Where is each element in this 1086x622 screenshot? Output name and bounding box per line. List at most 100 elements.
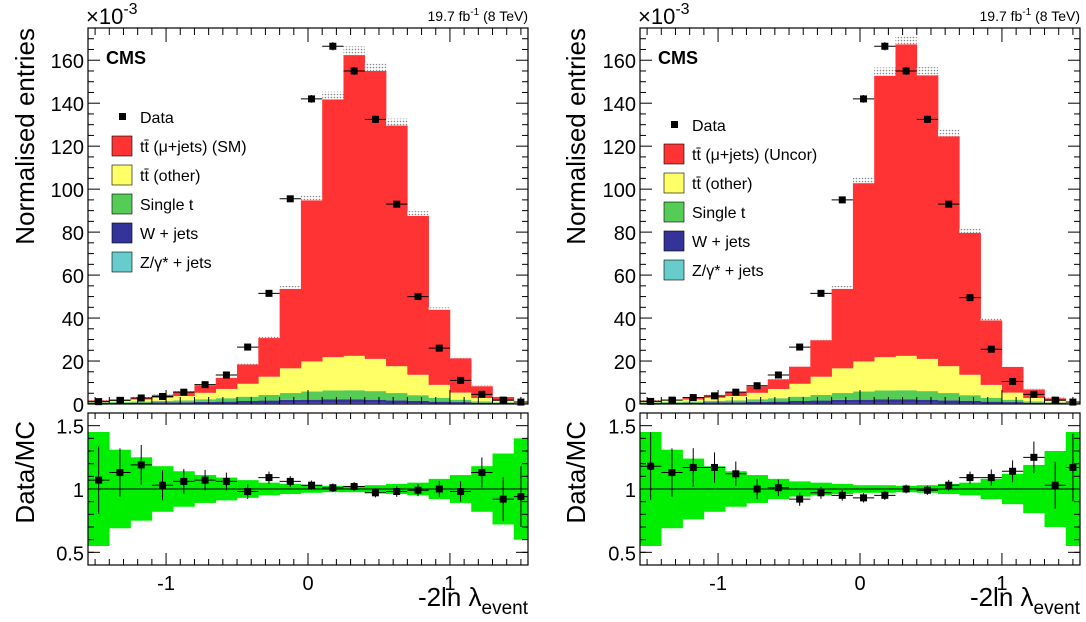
stack-bar: [852, 391, 875, 400]
legend-swatch: [111, 135, 133, 157]
stack-bar: [810, 400, 832, 404]
series-1: [640, 399, 1081, 404]
y-tick-label: 100: [51, 180, 84, 202]
y-axis-label: Normalised entries: [10, 28, 40, 245]
lumi-exp: -1: [1022, 7, 1031, 18]
stack-bar: [1001, 402, 1024, 404]
stack-bar: [959, 395, 981, 401]
lumi-value: 19.7 fb: [980, 8, 1023, 24]
data-points: [88, 42, 528, 406]
x-axis-label: -2ln λevent: [970, 582, 1081, 619]
data-point: [393, 200, 401, 208]
stack-bar: [831, 288, 854, 369]
x-axis-label: -2ln λevent: [418, 582, 529, 619]
lumi-suffix: (8 TeV): [1031, 8, 1080, 24]
ratio-y-tick-label: 0.5: [56, 543, 84, 565]
legend-swatch: [663, 230, 685, 252]
stack-bar: [874, 390, 896, 400]
x-axis-label-main: -2ln λ: [418, 582, 482, 612]
stack-bar: [279, 399, 302, 403]
chart-panel-left: 0 20 40 60 80 100 120 140 160 0.5 1 1.5 -1 0 1 Normalis…: [10, 1, 529, 619]
stack-bar: [279, 368, 302, 394]
ratio-point: [711, 463, 719, 471]
stack-bar: [703, 402, 726, 404]
ratio-point: [668, 469, 676, 477]
data-point: [774, 371, 782, 379]
x-axis-label-main: -2ln λ: [970, 582, 1034, 612]
y-multiplier-exp: -3: [675, 1, 689, 18]
stack-bar: [364, 399, 387, 403]
legend-label: Single t: [692, 205, 746, 222]
data-point: [838, 196, 846, 204]
y-tick-label: 20: [62, 352, 84, 374]
data-point: [902, 67, 910, 75]
ratio-panel: 0.5 1 1.5 -1 0 1: [56, 412, 529, 595]
stack-bar: [852, 183, 875, 362]
data-point: [308, 95, 316, 103]
ratio-point: [180, 477, 188, 485]
lumi-label: 19.7 fb-1 (8 TeV): [428, 7, 529, 24]
stack-bar: [237, 364, 259, 384]
ratio-y-tick-label: 1: [73, 480, 84, 502]
stack-bar: [789, 400, 811, 404]
uncertainty-band: [237, 363, 259, 365]
data-point: [244, 343, 252, 351]
data-point: [966, 294, 974, 302]
legend-label: tt̄ (μ+jets) (Uncor): [692, 147, 817, 164]
legend-label: Z/γ* + jets: [692, 263, 764, 280]
y-tick-label: 120: [603, 137, 636, 159]
stack-bar: [767, 401, 790, 404]
legend-label: Z/γ* + jets: [140, 255, 212, 272]
uncertainty-band: [895, 35, 917, 45]
data-point: [457, 376, 465, 384]
stack-bar: [938, 366, 960, 394]
chart-panel-right: 0 20 40 60 80 100 120 140 160 0.5 1 1.5 -1 0 1 Normalis…: [561, 1, 1081, 619]
stack-bar: [725, 396, 747, 401]
ratio-point: [1051, 481, 1059, 489]
stack-bar: [364, 391, 387, 400]
uncertainty-band: [428, 307, 450, 310]
ratio-point: [308, 481, 316, 489]
stack-bar: [916, 399, 939, 403]
stack-bar: [1023, 397, 1045, 402]
stack-bar: [258, 394, 280, 401]
stack-bar: [959, 374, 981, 396]
stack-bar: [789, 383, 811, 397]
stack-bar: [810, 340, 832, 377]
uncertainty-band: [343, 46, 365, 56]
y-multiplier: ×10-3: [86, 1, 138, 29]
ratio-point: [222, 477, 230, 485]
ratio-point: [393, 488, 401, 496]
ratio-point: [159, 481, 167, 489]
stack-bar: [895, 355, 918, 391]
ratio-point: [265, 474, 273, 482]
stack-bar: [916, 358, 939, 392]
ratio-point: [945, 481, 953, 489]
stack-bar: [810, 394, 832, 401]
ratio-point: [689, 463, 697, 471]
stack-bar: [386, 125, 408, 367]
ratio-y-tick-label: 1.5: [56, 417, 84, 439]
stack-bar: [874, 399, 896, 403]
stack-bar: [215, 388, 238, 399]
stack-bar: [194, 392, 217, 400]
stack-bar: [215, 401, 238, 404]
legend-swatch: [663, 201, 685, 223]
stack-bar: [237, 400, 259, 404]
legend-swatch: [663, 172, 685, 194]
stack-bar: [831, 368, 854, 394]
data-point: [414, 293, 422, 301]
ratio-point: [435, 485, 443, 493]
stack-bar: [916, 391, 939, 400]
stack-bar: [703, 400, 726, 403]
series-4: [88, 55, 529, 403]
stack-bar: [746, 401, 769, 404]
ratio-axis-label: Data/MC: [10, 421, 40, 524]
stack-bar: [322, 399, 344, 403]
stack-bar: [300, 200, 323, 362]
stack-bar: [130, 401, 153, 403]
stack-bar: [725, 400, 747, 403]
legend-swatch: [111, 222, 133, 244]
ratio-panel: 0.5 1 1.5 -1 0 1: [608, 412, 1081, 595]
ratio-point: [95, 476, 103, 484]
